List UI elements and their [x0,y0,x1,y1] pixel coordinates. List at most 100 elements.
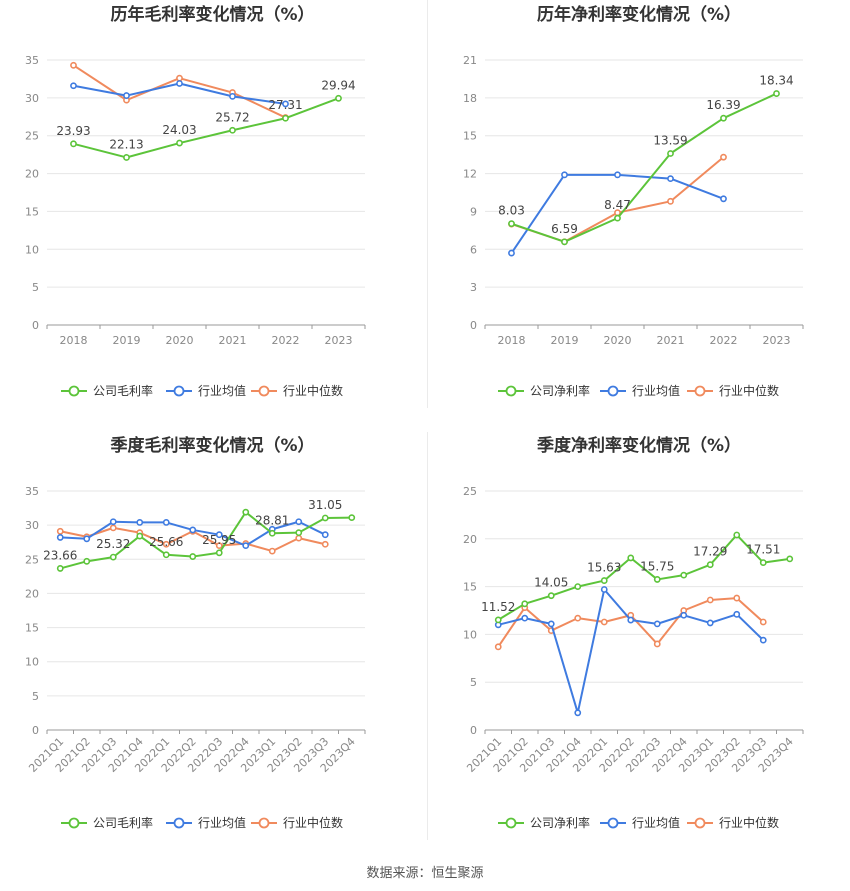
data-point [508,249,515,257]
data-point [600,577,608,584]
series-company [70,94,342,161]
data-point [215,549,223,557]
data-point [215,542,223,550]
legend-label: 行业中位数 [719,815,779,830]
data-point [70,82,77,90]
data-point [521,614,529,622]
legend-marker [505,817,517,829]
data-label: 17.51 [746,543,780,557]
data-point [773,90,780,97]
y-tick-label: 0 [32,319,39,332]
y-tick-label: 30 [25,519,39,532]
data-point [547,620,555,628]
data-point [123,92,130,99]
x-tick-label: 2023 [325,334,353,347]
data-point [268,547,276,555]
data-label: 8.03 [498,204,525,218]
legend-label: 行业均值 [632,383,680,398]
y-tick-label: 25 [25,553,39,566]
data-point [321,514,329,522]
data-point [109,553,117,561]
data-label: 22.13 [109,137,143,151]
y-tick-label: 15 [25,205,39,218]
data-point [733,610,741,618]
legend-label: 行业均值 [632,815,680,830]
x-tick-label: 2021 [657,334,685,347]
data-point [189,553,197,560]
data-point [215,531,223,539]
data-point [706,561,714,569]
data-point [521,600,529,608]
legend-marker [694,385,706,397]
x-tick-label: 2018 [498,334,526,347]
y-tick-label: 20 [25,587,39,600]
legend-label: 公司毛利率 [93,815,153,830]
data-label: 27.31 [268,98,302,112]
data-point [242,508,250,516]
legend-marker [258,817,270,829]
data-label: 15.75 [640,559,674,573]
data-point [614,171,621,179]
legend-label: 行业中位数 [719,383,779,398]
data-point [759,636,767,644]
y-tick-label: 12 [463,168,477,181]
x-tick-label: 2019 [551,334,579,347]
data-label: 15.63 [587,561,621,575]
legend-item-industry-median: 行业中位数 [687,815,779,830]
data-point [600,618,608,626]
legend-marker [68,817,80,829]
y-tick-label: 18 [463,92,477,105]
legend-marker [173,385,185,397]
data-point [268,529,276,537]
data-point [653,640,661,648]
x-tick-label: 2020 [604,334,632,347]
data-point [680,571,688,579]
data-point [786,555,794,563]
data-point [83,557,91,565]
data-point [83,535,91,543]
data-point [561,238,568,246]
data-label: 8.47 [604,198,631,212]
chart-svg: 季度毛利率变化情况（%）051015202530352021Q12021Q220… [25,435,366,830]
x-tick-label: 2018 [60,334,88,347]
panel-divider-top [427,0,428,408]
data-point [653,620,661,628]
x-tick-label: 2021 [219,334,247,347]
panel-divider-bottom [427,432,428,840]
chart-title: 历年净利率变化情况（%） [537,4,741,25]
data-point [706,619,714,627]
data-label: 17.29 [693,545,727,559]
legend-item-industry-avg: 行业均值 [600,383,680,398]
data-point [574,614,582,622]
data-point [282,100,289,108]
legend-label: 公司毛利率 [93,383,153,398]
data-label: 31.05 [308,498,342,512]
data-label: 18.34 [759,74,793,88]
series-industry-avg [494,586,767,717]
data-point [56,527,64,535]
data-label: 29.94 [321,78,355,92]
data-point [242,542,250,550]
series-industry-avg [508,171,727,257]
data-point [176,74,183,82]
data-point [56,565,64,572]
data-label: 13.59 [653,134,687,148]
series-company [508,90,780,246]
legend-item-company: 公司毛利率 [61,815,153,830]
data-point [547,592,555,600]
chart-title: 季度净利率变化情况（%） [537,435,741,456]
data-point [70,140,77,148]
data-label: 25.95 [202,533,236,547]
data-point [56,534,64,541]
legend-label: 公司净利率 [530,815,590,830]
data-point [680,611,688,619]
x-tick-label: 2022 [272,334,300,347]
legend-item-industry-avg: 行业均值 [166,383,246,398]
data-point [614,214,621,222]
y-tick-label: 20 [463,533,477,546]
data-label: 16.39 [706,98,740,112]
data-point [720,195,727,203]
data-point [162,540,170,548]
series-line-company [73,97,339,159]
legend-marker [505,385,517,397]
